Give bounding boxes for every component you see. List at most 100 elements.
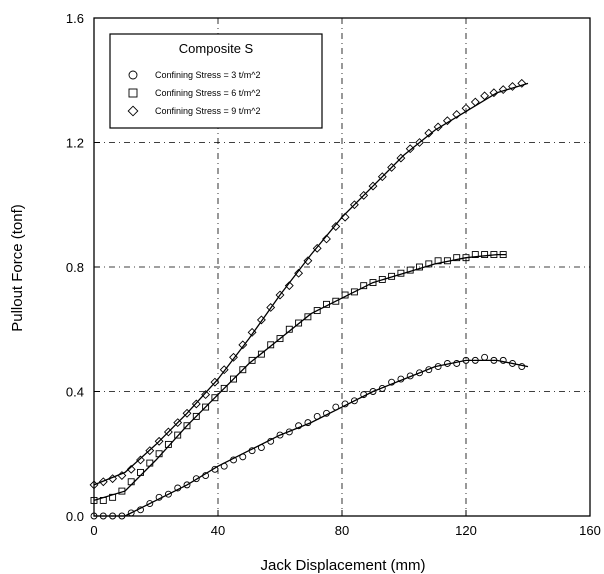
legend-marker (128, 88, 138, 98)
x-tick-label: 120 (455, 523, 477, 538)
data-point (295, 319, 303, 327)
data-point (368, 181, 378, 191)
data-point (146, 459, 154, 467)
data-point (313, 307, 321, 315)
data-point (312, 243, 322, 253)
data-point (452, 110, 462, 119)
data-point (396, 153, 406, 163)
data-point (192, 412, 200, 420)
data-point (275, 290, 285, 300)
y-tick-label: 0.0 (66, 509, 84, 524)
data-point (127, 478, 135, 486)
data-point (126, 464, 136, 474)
data-point (164, 440, 172, 448)
data-point (471, 251, 479, 259)
legend-title: Composite S (179, 41, 254, 56)
x-tick-label: 80 (335, 523, 349, 538)
data-point (201, 390, 211, 400)
data-point (359, 190, 369, 200)
data-point (173, 418, 183, 428)
series-circle (90, 353, 529, 520)
data-point (331, 222, 341, 231)
fit-line (94, 359, 529, 517)
legend-entries: Confining Stress = 3 t/m^2 Confining Stre… (127, 70, 261, 117)
data-point (481, 353, 489, 361)
series-diamond (89, 78, 529, 490)
data-point (498, 85, 508, 95)
data-series (89, 78, 529, 520)
data-point (303, 256, 313, 266)
data-point (433, 122, 443, 132)
data-point (369, 279, 377, 287)
data-point (239, 366, 247, 374)
legend-label: Confining Stress = 6 t/m^2 (155, 88, 261, 98)
data-point (369, 388, 377, 395)
fit-line (93, 82, 529, 486)
y-tick-label: 0.4 (66, 385, 84, 400)
data-point (332, 297, 340, 305)
x-tick-label: 160 (579, 523, 601, 538)
data-point (425, 260, 433, 268)
data-point (517, 78, 527, 88)
data-point (211, 394, 219, 402)
data-point (304, 313, 312, 321)
data-point (145, 446, 155, 456)
data-point (453, 254, 461, 262)
y-axis-title: Pullout Force (tonf) (9, 204, 26, 332)
x-tick-label: 0 (90, 523, 97, 538)
legend-label: Confining Stress = 3 t/m^2 (155, 70, 261, 80)
data-point (508, 82, 517, 91)
data-point (146, 500, 154, 507)
plot-frame (93, 17, 591, 517)
data-point (108, 474, 118, 484)
data-point (164, 490, 172, 498)
data-point (137, 468, 144, 476)
data-point (202, 403, 210, 411)
data-point (267, 341, 275, 349)
data-point (182, 408, 192, 418)
data-point (350, 288, 358, 296)
data-point (154, 436, 164, 446)
legend-marker (127, 105, 139, 117)
legend-marker (128, 70, 138, 80)
data-point (377, 172, 387, 182)
x-tick-label: 40 (211, 523, 225, 538)
data-point (192, 475, 200, 483)
x-axis-title: Jack Displacement (mm) (260, 557, 425, 574)
data-point (191, 399, 201, 409)
data-point (499, 356, 507, 364)
data-point (174, 431, 182, 439)
y-tick-label: 0.8 (66, 260, 84, 275)
data-point (210, 377, 220, 387)
data-point (266, 303, 276, 312)
data-point (183, 481, 191, 489)
y-tick-label: 1.2 (66, 136, 84, 151)
data-point (442, 116, 452, 126)
y-tick-label: 1.6 (66, 11, 84, 26)
data-point (163, 427, 173, 437)
data-point (387, 162, 397, 172)
data-point (350, 397, 358, 405)
data-point (416, 369, 423, 377)
data-point (248, 356, 256, 364)
fit-line (93, 253, 507, 502)
data-point (294, 268, 304, 278)
legend-label: Confining Stress = 9 t/m^2 (155, 106, 261, 116)
data-point (349, 200, 359, 210)
data-point (276, 335, 284, 343)
data-point (230, 375, 237, 383)
data-point (481, 251, 489, 259)
data-point (276, 431, 284, 439)
data-point (257, 350, 265, 358)
legend-box (109, 33, 323, 129)
data-point (183, 422, 191, 430)
data-point (136, 455, 145, 465)
data-point (284, 281, 294, 291)
data-point (220, 384, 228, 392)
grid-lines (94, 18, 590, 516)
data-point (322, 234, 331, 244)
series-square (90, 251, 507, 504)
data-point (489, 88, 499, 98)
data-point (424, 128, 434, 138)
